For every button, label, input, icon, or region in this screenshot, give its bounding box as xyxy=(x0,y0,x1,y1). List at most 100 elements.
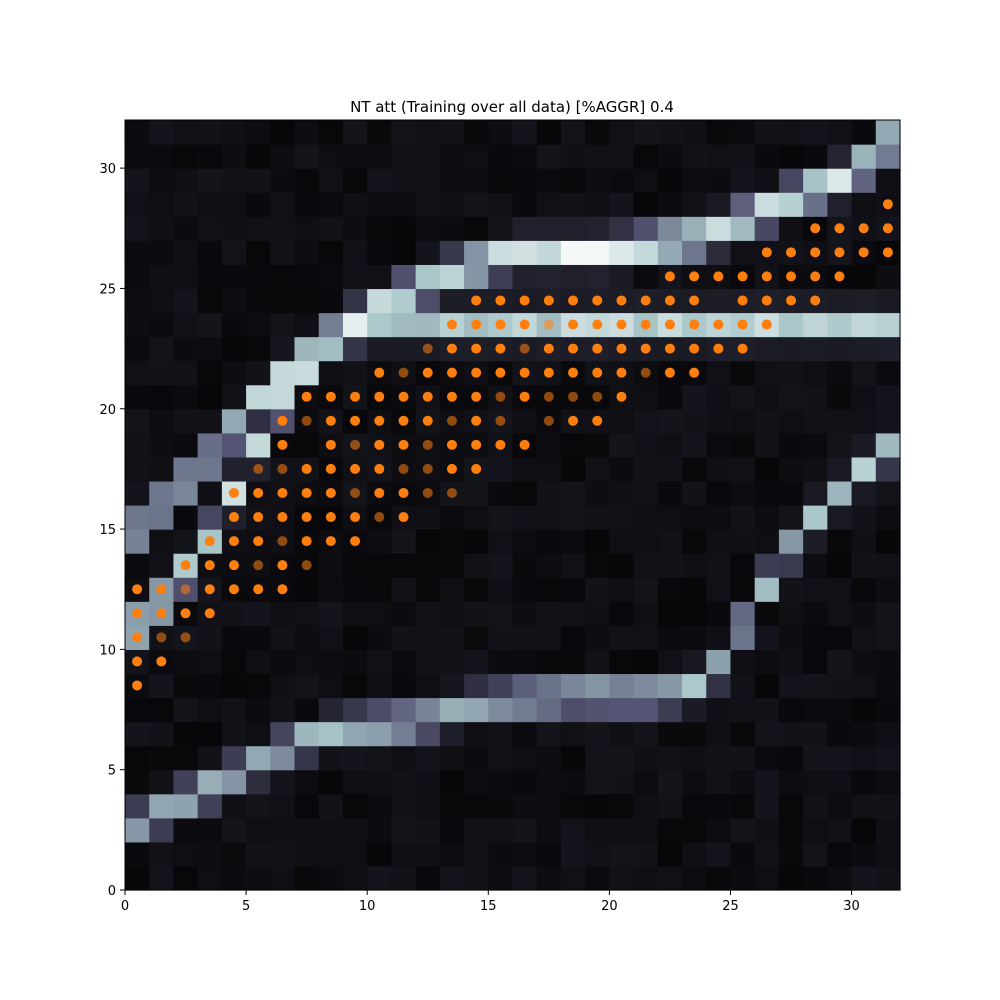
heatmap-cell xyxy=(851,793,877,819)
heatmap-cell xyxy=(391,264,417,290)
heatmap-cell xyxy=(585,456,610,482)
heatmap-cell xyxy=(173,288,199,314)
scatter-point xyxy=(253,584,264,595)
heatmap-cell xyxy=(125,168,150,193)
heatmap-cell xyxy=(415,264,441,290)
heatmap-cell xyxy=(778,216,804,241)
heatmap-cell xyxy=(342,817,368,843)
scatter-point xyxy=(543,319,554,330)
heatmap-cell xyxy=(197,168,223,193)
scatter-point xyxy=(301,391,312,402)
heatmap-cell xyxy=(633,673,659,699)
scatter-point xyxy=(422,343,433,354)
heatmap-cell xyxy=(754,408,780,434)
heatmap-cell xyxy=(149,841,175,867)
heatmap-cell xyxy=(246,721,271,747)
heatmap-cell xyxy=(512,456,538,482)
heatmap-cell xyxy=(342,793,368,819)
heatmap-cell xyxy=(657,192,683,217)
scatter-point xyxy=(471,319,482,330)
heatmap-cell xyxy=(560,865,586,891)
scatter-point xyxy=(422,487,433,498)
plot-frame xyxy=(124,119,901,891)
heatmap-cell xyxy=(367,240,393,265)
heatmap-cell xyxy=(706,456,732,482)
heatmap-cell xyxy=(439,769,465,795)
heatmap-cell xyxy=(415,168,441,193)
heatmap-cell xyxy=(560,529,586,554)
heatmap-cell xyxy=(633,649,659,675)
chart-title: NT att (Training over all data) [%AGGR] … xyxy=(350,98,674,116)
heatmap-cell xyxy=(246,408,271,434)
scatter-point xyxy=(132,584,143,595)
heatmap-cell xyxy=(827,336,853,362)
heatmap-cell xyxy=(125,865,150,891)
heatmap-cell xyxy=(125,817,150,843)
heatmap-cell xyxy=(246,625,271,650)
heatmap-cell xyxy=(342,769,368,795)
heatmap-cell xyxy=(125,432,150,458)
heatmap-cell xyxy=(585,529,610,554)
heatmap-cell xyxy=(415,240,441,265)
heatmap-cell xyxy=(875,817,901,843)
heatmap-cell xyxy=(294,168,320,193)
heatmap-cell xyxy=(439,865,465,891)
heatmap-cell xyxy=(391,144,417,169)
heatmap-cell xyxy=(294,817,320,843)
heatmap-cell xyxy=(633,480,659,506)
heatmap-cell xyxy=(803,529,828,554)
heatmap-cell xyxy=(221,456,247,482)
heatmap-cell xyxy=(415,144,441,169)
heatmap-cell xyxy=(173,817,199,843)
heatmap-cell xyxy=(803,480,828,506)
heatmap-cell xyxy=(827,480,853,506)
heatmap-cell xyxy=(318,673,344,699)
scatter-point xyxy=(422,463,433,474)
heatmap-cell xyxy=(827,384,853,410)
heatmap-cell xyxy=(246,144,271,169)
heatmap-cell xyxy=(778,745,804,771)
heatmap-cell xyxy=(803,168,828,193)
heatmap-cell xyxy=(270,865,296,891)
heatmap-cell xyxy=(585,144,610,169)
heatmap-cell xyxy=(633,721,659,747)
heatmap-cell xyxy=(439,721,465,747)
heatmap-cell xyxy=(536,480,562,506)
heatmap-cell xyxy=(270,673,296,699)
y-tick-label: 15 xyxy=(99,523,116,538)
heatmap-cell xyxy=(633,168,659,193)
scatter-point xyxy=(471,463,482,474)
heatmap-cell xyxy=(560,577,586,602)
heatmap-cell xyxy=(318,721,344,747)
heatmap-cell xyxy=(827,577,853,602)
heatmap-cell xyxy=(415,553,441,578)
scatter-point xyxy=(592,391,603,402)
heatmap-cell xyxy=(609,865,635,891)
heatmap-cell xyxy=(585,625,610,650)
heatmap-cell xyxy=(294,360,320,386)
heatmap-cell xyxy=(657,817,683,843)
heatmap-cell xyxy=(512,625,538,650)
heatmap-cell xyxy=(778,144,804,169)
heatmap-cell xyxy=(706,216,732,241)
heatmap-cell xyxy=(197,649,223,675)
heatmap-cell xyxy=(754,553,780,578)
heatmap-cell xyxy=(270,240,296,265)
heatmap-cell xyxy=(585,480,610,506)
heatmap-cell xyxy=(367,625,393,650)
heatmap-cell xyxy=(342,697,368,723)
heatmap-cell xyxy=(391,865,417,891)
heatmap-cell xyxy=(706,529,732,554)
heatmap-cell xyxy=(803,769,828,795)
heatmap-cell xyxy=(149,312,175,338)
heatmap-cell xyxy=(803,144,828,169)
heatmap-cell xyxy=(464,841,489,867)
heatmap-cell xyxy=(609,192,635,217)
scatter-point xyxy=(737,271,748,282)
heatmap-cell xyxy=(875,553,901,578)
heatmap-cell xyxy=(125,553,150,578)
scatter-point xyxy=(180,608,191,619)
heatmap-cell xyxy=(415,769,441,795)
heatmap-cell xyxy=(439,673,465,699)
heatmap-cell xyxy=(778,360,804,386)
